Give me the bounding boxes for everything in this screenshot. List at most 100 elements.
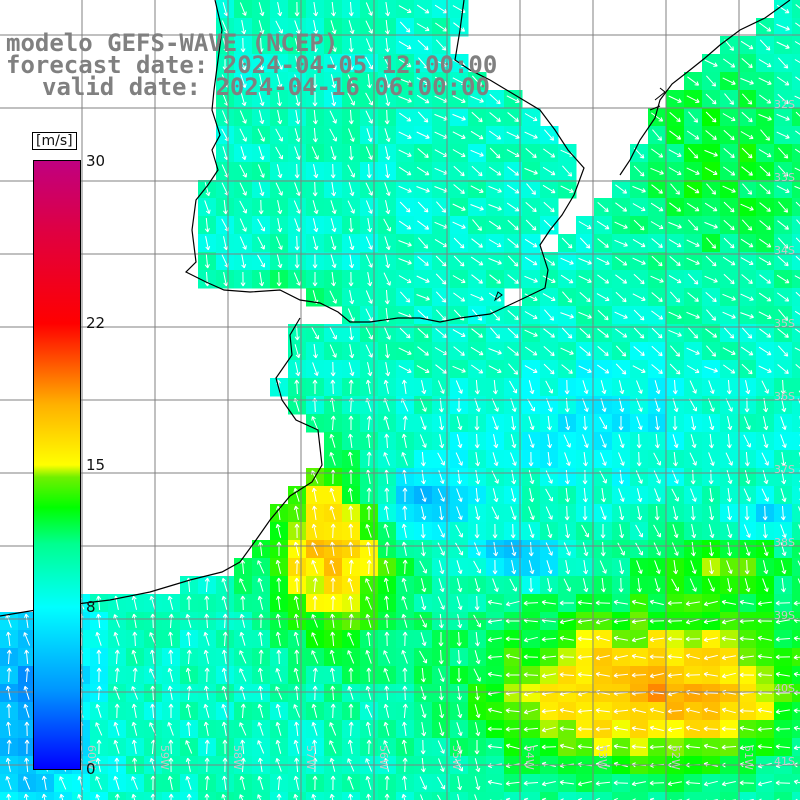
wind-arrow [398, 131, 412, 139]
wind-arrow [798, 506, 800, 518]
wind-arrow [583, 560, 589, 575]
wind-arrow [419, 560, 427, 574]
wind-arrow [402, 559, 408, 575]
wind-arrow [367, 73, 372, 89]
wind-arrow [543, 256, 556, 266]
wind-arrow [329, 667, 335, 682]
wind-arrow [204, 595, 210, 611]
wind-cell [504, 792, 523, 800]
wind-arrow [96, 595, 102, 611]
wind-arrow [168, 649, 174, 665]
wind-arrow [277, 110, 283, 125]
wind-arrow [329, 128, 337, 142]
wind-arrow [793, 708, 800, 714]
wind-arrow [239, 722, 247, 736]
wind-arrow [421, 380, 427, 395]
colorbar-tick-label: 30 [86, 152, 106, 170]
wind-arrow [703, 707, 718, 714]
wind-arrow [726, 560, 733, 574]
wind-arrow [723, 201, 735, 213]
wind-arrow [725, 398, 733, 412]
wind-arrow [687, 292, 699, 302]
wind-arrow [472, 219, 482, 231]
wind-arrow [672, 398, 679, 413]
wind-arrow [690, 434, 697, 449]
wind-arrow [794, 275, 800, 280]
wind-arrow [579, 327, 591, 339]
wind-arrow [619, 506, 625, 521]
wind-arrow [686, 184, 700, 194]
wind-arrow [113, 686, 120, 700]
wind-arrow [488, 220, 502, 230]
wind-arrow [329, 649, 336, 664]
wind-arrow [366, 128, 373, 143]
wind-arrow [651, 148, 664, 158]
wind-arrow [365, 254, 373, 268]
wind-arrow [560, 312, 574, 319]
wind-arrow [453, 237, 465, 249]
wind-arrow [596, 293, 610, 302]
wind-arrow [293, 613, 299, 628]
wind-arrow [505, 653, 520, 659]
wind-arrow [416, 4, 430, 14]
wind-arrow [474, 704, 481, 719]
wind-arrow [384, 182, 391, 196]
wind-cell [792, 234, 800, 253]
wind-arrow [686, 95, 700, 103]
wind-arrow [741, 363, 753, 375]
wind-arrow [348, 217, 354, 233]
wind-arrow [618, 452, 625, 466]
wind-arrow [524, 329, 538, 337]
wind-arrow [366, 631, 372, 647]
wind-arrow [653, 542, 661, 556]
wind-arrow [708, 524, 715, 539]
wind-arrow [239, 631, 246, 646]
wind-arrow [649, 654, 665, 660]
wind-arrow [667, 673, 682, 678]
wind-arrow [258, 182, 265, 197]
wind-arrow [330, 361, 336, 377]
wind-arrow [312, 595, 318, 611]
wind-arrow [595, 708, 610, 713]
wind-arrow [505, 600, 520, 607]
wind-arrow [312, 37, 318, 53]
wind-cell [792, 288, 800, 307]
wind-arrow [239, 685, 246, 700]
wind-arrow [420, 686, 427, 701]
wind-arrow [419, 776, 427, 790]
wind-arrow [185, 740, 193, 754]
wind-arrow [691, 524, 697, 539]
wind-arrow [293, 200, 301, 214]
wind-arrow [438, 560, 445, 575]
wind-arrow [650, 202, 664, 212]
wind-arrow [524, 256, 538, 266]
wind-arrow [492, 452, 499, 467]
wind-arrow [777, 237, 789, 249]
wind-arrow [348, 505, 354, 521]
wind-arrow [546, 398, 553, 412]
wind-arrow [329, 505, 336, 520]
wind-arrow [651, 238, 663, 248]
wind-arrow [600, 452, 607, 466]
wind-arrow [23, 776, 31, 790]
wind-arrow [758, 365, 772, 373]
wind-cell [792, 468, 800, 487]
wind-arrow [365, 541, 371, 556]
wind-arrow [595, 600, 611, 606]
wind-arrow [365, 613, 372, 628]
wind-arrow [651, 255, 663, 267]
wind-arrow [349, 326, 354, 341]
wind-arrow [294, 146, 301, 160]
wind-arrow [636, 488, 643, 503]
wind-arrow [348, 415, 354, 430]
wind-arrow [312, 739, 318, 755]
wind-arrow [452, 149, 466, 158]
wind-arrow [704, 202, 718, 212]
wind-arrow [547, 578, 553, 593]
wind-arrow [740, 293, 754, 301]
wind-arrow [384, 595, 389, 610]
wind-arrow [582, 578, 589, 593]
wind-arrow [667, 636, 683, 642]
wind-arrow [399, 291, 411, 303]
